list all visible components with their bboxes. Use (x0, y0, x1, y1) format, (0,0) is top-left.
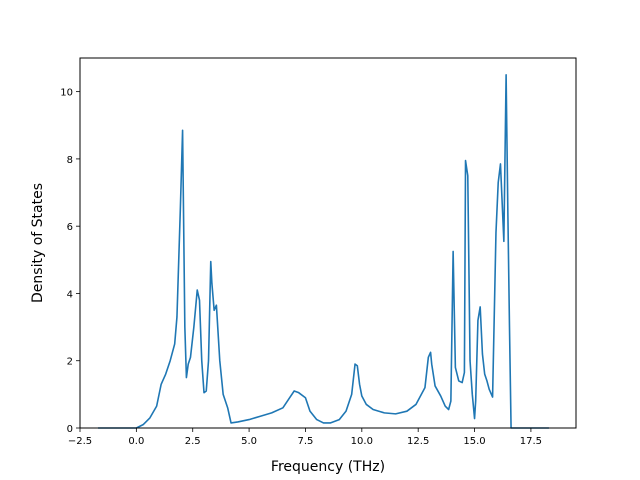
y-tick-label: 0 (67, 424, 73, 435)
y-tick-label: 6 (67, 222, 73, 233)
x-tick-label: 17.5 (520, 436, 542, 447)
y-tick-label: 2 (67, 357, 73, 368)
x-tick-label: 15.0 (463, 436, 485, 447)
plot-frame (79, 57, 577, 429)
x-tick-label: 10.0 (351, 436, 373, 447)
x-axis-title: Frequency (THz) (271, 459, 385, 475)
x-tick-label: 12.5 (407, 436, 429, 447)
y-tick-label: 8 (67, 155, 73, 166)
x-tick-label: 7.5 (298, 436, 314, 447)
x-tick-label: 2.5 (185, 436, 201, 447)
x-tick-label: −2.5 (68, 436, 92, 447)
series-line-0 (98, 74, 549, 429)
y-axis-title: Density of States (30, 183, 46, 303)
y-tick-label: 4 (67, 289, 73, 300)
x-tick-label: 5.0 (241, 436, 257, 447)
y-tick-label: 10 (60, 88, 73, 99)
x-tick-label: 0.0 (128, 436, 144, 447)
